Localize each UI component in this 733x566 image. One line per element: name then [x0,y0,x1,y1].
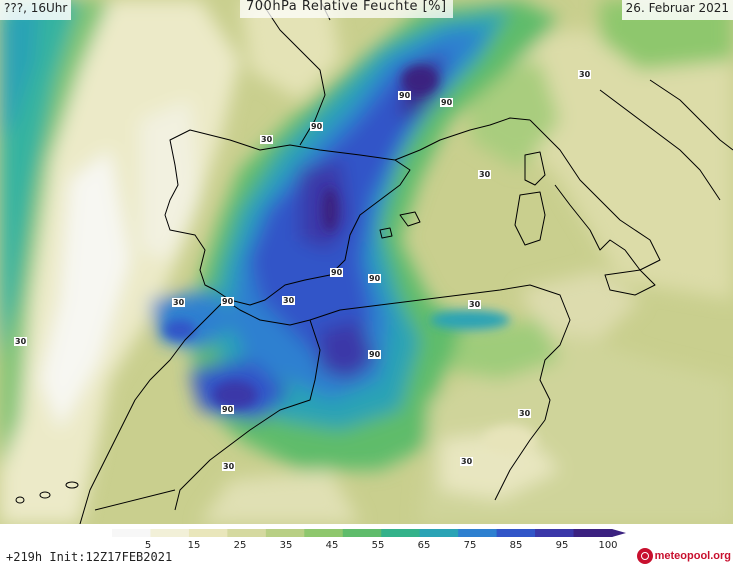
humidity-map: ???, 16Uhr 700hPa Relative Feuchte [%] 2… [0,0,733,524]
contour-label: 90 [330,268,344,277]
colorbar-tick-label: 85 [509,540,523,551]
coastlines [15,0,733,524]
run-label: ???, 16Uhr [0,0,72,20]
colorbar-tick-label: 35 [279,540,293,551]
contour-label: 30 [282,296,296,305]
brand-logo-icon [636,548,653,564]
valid-date: 26. Februar 2021 [621,0,733,20]
colorbar-segment [112,529,151,537]
contour-label: 90 [368,350,382,359]
contour-label: 90 [398,91,412,100]
colorbar-tick-label: 5 [144,540,152,551]
colorbar-tick-label: 25 [233,540,247,551]
contour-label: 90 [221,297,235,306]
legend: 5 15 25 35 45 55 65 75 85 95 100 +219h Init:12Z17F… [0,524,733,566]
colorbar-segment [265,529,305,537]
map-canvas [0,0,733,524]
map-title: 700hPa Relative Feuchte [%] [240,0,453,18]
contour-label: 30 [14,337,28,346]
colorbar-tick-label: 45 [325,540,339,551]
colorbar-extension [612,529,626,537]
colorbar-tick-label: 95 [555,540,569,551]
contour-label: 30 [578,70,592,79]
contour-label: 30 [518,409,532,418]
colorbar-segment [304,529,344,537]
contour-label: 30 [478,170,492,179]
contour-label: 30 [222,462,236,471]
colorbar-segment [573,529,613,537]
colorbar [112,529,626,537]
colorbar-segment [188,529,228,537]
colorbar-segment [227,529,267,537]
colorbar-segment [496,529,536,537]
colorbar-tick-label: 15 [187,540,201,551]
colorbar-tick-label: 100 [598,540,618,551]
humidity-field-detail [164,66,536,454]
colorbar-segment [535,529,575,537]
colorbar-tick-label: 55 [371,540,385,551]
contour-label: 90 [221,405,235,414]
colorbar-tick-label: 65 [417,540,431,551]
contour-label: 30 [468,300,482,309]
contour-label: 90 [368,274,382,283]
contour-label: 30 [172,298,186,307]
contour-label: 30 [260,135,274,144]
contour-label: 90 [310,122,324,131]
contour-label: 90 [440,98,454,107]
init-time: +219h Init:12Z17FEB2021 [6,550,173,564]
colorbar-tick-label: 75 [463,540,477,551]
contour-label: 30 [460,457,474,466]
colorbar-segment [342,529,382,537]
brand: meteopool.org [636,548,731,564]
colorbar-segment [458,529,498,537]
brand-name: meteopool.org [654,550,731,562]
colorbar-segment [150,529,190,537]
colorbar-segment [381,529,421,537]
colorbar-segment [419,529,459,537]
